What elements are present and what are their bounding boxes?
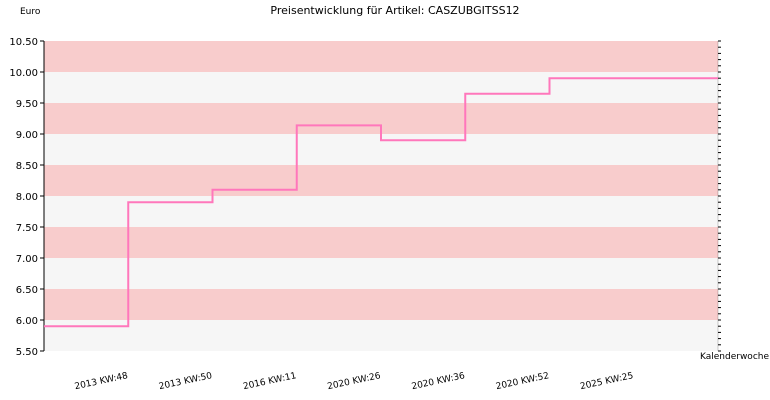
background-band bbox=[44, 289, 718, 320]
x-tick-label: 2016 KW:11 bbox=[242, 371, 297, 392]
background-bands bbox=[44, 41, 718, 351]
background-band bbox=[44, 41, 718, 72]
y-tick-label: 9.50 bbox=[16, 99, 38, 110]
background-band bbox=[44, 258, 718, 289]
background-band bbox=[44, 196, 718, 227]
y-tick-label: 9.00 bbox=[16, 130, 38, 141]
chart-title: Preisentwicklung für Artikel: CASZUBGITS… bbox=[270, 4, 519, 17]
right-minor-ticks bbox=[717, 40, 721, 352]
y-tick-label: 8.50 bbox=[16, 161, 38, 172]
price-series bbox=[44, 77, 718, 328]
y-tick-label: 10.00 bbox=[9, 68, 38, 79]
x-tick-label: 2020 KW:26 bbox=[327, 371, 382, 392]
x-axis: 2013 KW:48 2013 KW:50 2016 KW:11 2020 KW:26… bbox=[74, 371, 635, 392]
x-tick-label: 2020 KW:36 bbox=[411, 371, 466, 392]
y-tick-label: 6.50 bbox=[16, 285, 38, 296]
price-step-line bbox=[44, 77, 718, 328]
y-tick-label: 6.00 bbox=[16, 316, 38, 327]
y-tick-label: 5.50 bbox=[16, 347, 38, 358]
y-tick-label: 10.50 bbox=[9, 37, 38, 48]
x-tick-label: 2025 KW:25 bbox=[579, 371, 634, 392]
background-band bbox=[44, 72, 718, 103]
y-tick-label: 7.50 bbox=[16, 223, 38, 234]
x-axis-label: Kalenderwoche bbox=[700, 352, 769, 362]
y-tick-label: 8.00 bbox=[16, 192, 38, 203]
background-band bbox=[44, 165, 718, 196]
x-tick-label: 2013 KW:48 bbox=[74, 371, 129, 392]
y-tick-label: 7.00 bbox=[16, 254, 38, 265]
y-axis-label: Euro bbox=[20, 7, 41, 17]
y-axis: 5.50 6.00 6.50 7.00 7.50 8.00 8.50 9.00 9.50 10.0… bbox=[9, 37, 45, 358]
x-tick-label: 2013 KW:50 bbox=[158, 371, 213, 392]
x-tick-label: 2020 KW:52 bbox=[495, 371, 550, 392]
background-band bbox=[44, 227, 718, 258]
background-band bbox=[44, 320, 718, 351]
